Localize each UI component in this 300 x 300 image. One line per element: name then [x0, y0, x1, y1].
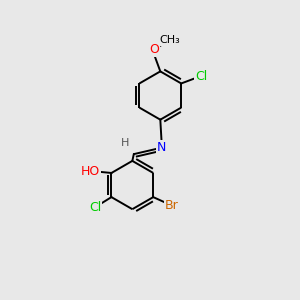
- Text: CH₃: CH₃: [160, 35, 180, 46]
- Text: Cl: Cl: [89, 201, 101, 214]
- Text: N: N: [157, 141, 167, 154]
- Text: Cl: Cl: [195, 70, 207, 83]
- Text: HO: HO: [81, 165, 100, 178]
- Text: Br: Br: [165, 199, 178, 212]
- Text: O: O: [149, 43, 159, 56]
- Text: H: H: [122, 138, 130, 148]
